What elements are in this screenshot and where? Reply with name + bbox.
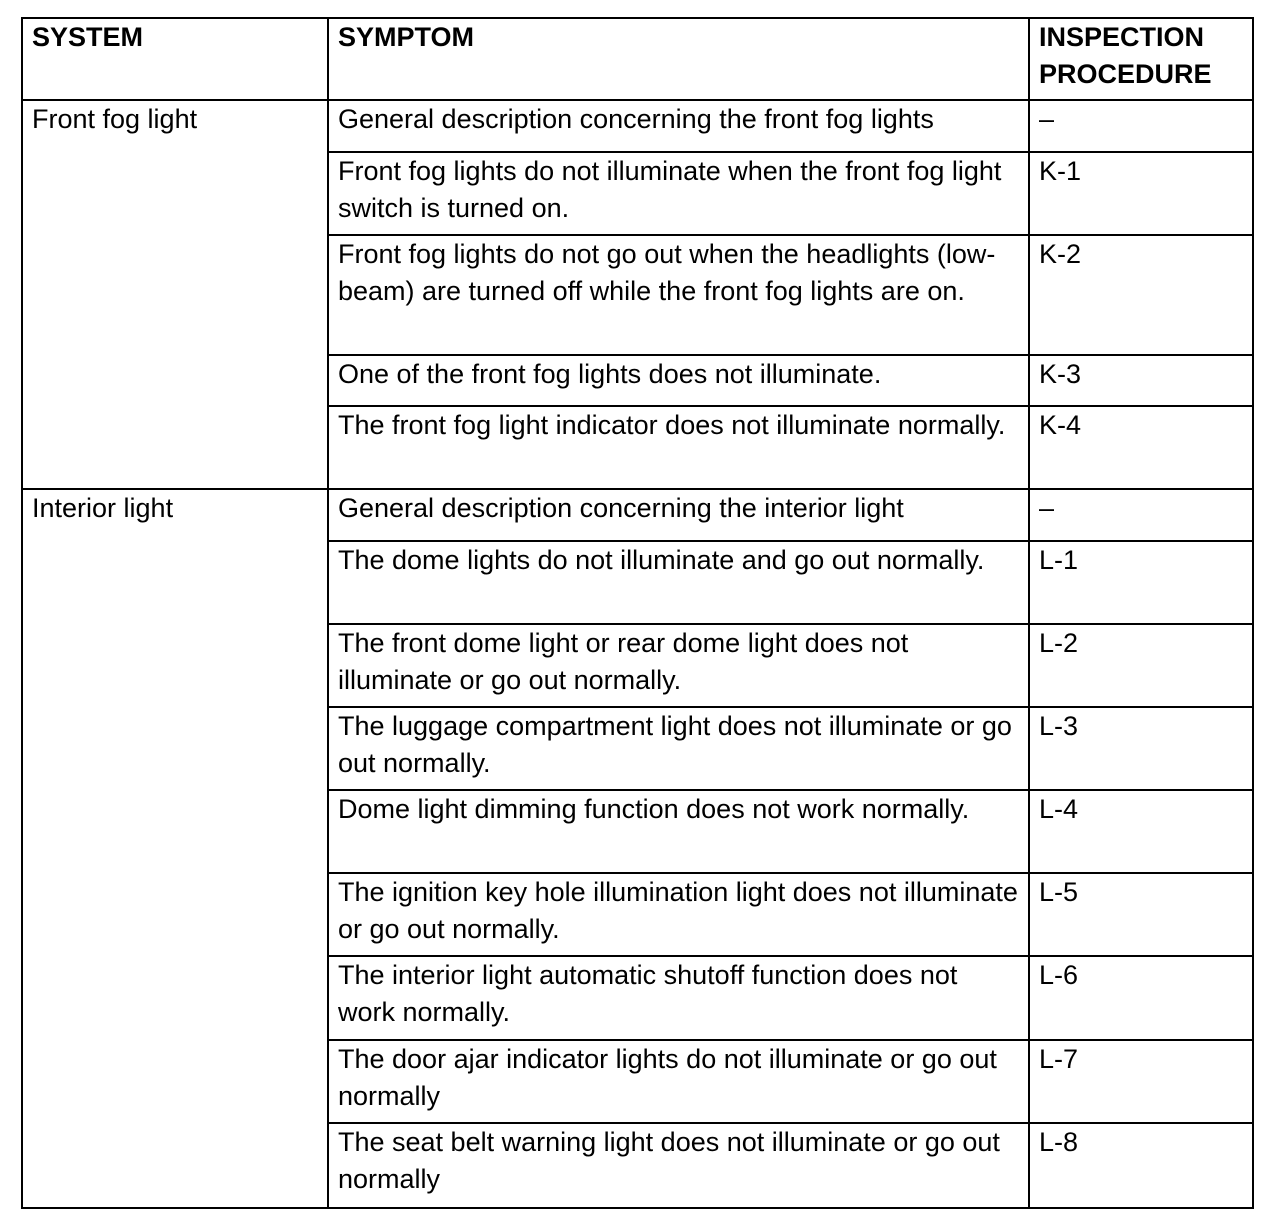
table-row: Front fog lights do not go out when the … xyxy=(22,234,1254,356)
procedure-cell: – xyxy=(1028,488,1254,542)
table-row: Front fog light General description conce… xyxy=(21,99,1254,490)
procedure-cell: L-1 xyxy=(1028,540,1254,625)
symptom-cell: General description concerning the front… xyxy=(327,99,1030,153)
symptom-cell: Dome light dimming function does not wor… xyxy=(327,789,1030,874)
procedure-cell: L-8 xyxy=(1028,1122,1254,1209)
table-row: One of the front fog lights does not ill… xyxy=(22,354,1254,407)
symptom-cell: Front fog lights do not illuminate when … xyxy=(327,151,1030,236)
system-cell: Interior light xyxy=(21,488,329,1209)
procedure-cell: L-3 xyxy=(1028,706,1254,791)
procedure-cell: K-2 xyxy=(1028,234,1254,356)
procedure-cell: – xyxy=(1028,99,1254,153)
table-row: The ignition key hole illumination light… xyxy=(22,872,1254,957)
symptom-cell: The front dome light or rear dome light … xyxy=(327,623,1030,708)
header-procedure: INSPECTION PROCEDURE xyxy=(1028,17,1254,101)
symptom-cell: The interior light automatic shutoff fun… xyxy=(327,955,1030,1041)
table-row: The front fog light indicator does not i… xyxy=(22,405,1254,490)
procedure-cell: K-1 xyxy=(1028,151,1254,236)
table-row: The interior light automatic shutoff fun… xyxy=(22,955,1254,1041)
procedure-cell: L-6 xyxy=(1028,955,1254,1041)
procedure-cell: K-4 xyxy=(1028,405,1254,490)
symptom-cell: Front fog lights do not go out when the … xyxy=(327,234,1030,356)
symptom-cell: The front fog light indicator does not i… xyxy=(327,405,1030,490)
symptom-cell: The luggage compartment light does not i… xyxy=(327,706,1030,791)
table-row: The door ajar indicator lights do not il… xyxy=(22,1039,1254,1124)
table-row: Front fog lights do not illuminate when … xyxy=(22,151,1254,236)
table-row: The dome lights do not illuminate and go… xyxy=(22,540,1254,625)
symptom-cell: The door ajar indicator lights do not il… xyxy=(327,1039,1030,1124)
table-row: Interior light General description concer… xyxy=(21,488,1254,1209)
table-row: The front dome light or rear dome light … xyxy=(22,623,1254,708)
procedure-cell: L-7 xyxy=(1028,1039,1254,1124)
symptom-cell: One of the front fog lights does not ill… xyxy=(327,354,1030,407)
table-row: The luggage compartment light does not i… xyxy=(22,706,1254,791)
header-row: SYSTEM SYMPTOM INSPECTION PROCEDURE xyxy=(21,17,1254,101)
procedure-cell: L-5 xyxy=(1028,872,1254,957)
symptom-cell: The dome lights do not illuminate and go… xyxy=(327,540,1030,625)
table-row: Dome light dimming function does not wor… xyxy=(22,789,1254,874)
procedure-cell: L-2 xyxy=(1028,623,1254,708)
inspection-table: SYSTEM SYMPTOM INSPECTION PROCEDURE Fron… xyxy=(21,17,1254,1209)
header-system: SYSTEM xyxy=(21,17,329,101)
system-cell: Front fog light xyxy=(21,99,329,490)
symptom-cell: General description concerning the inter… xyxy=(327,488,1030,542)
symptom-cell: The seat belt warning light does not ill… xyxy=(327,1122,1030,1209)
procedure-cell: K-3 xyxy=(1028,354,1254,407)
procedure-cell: L-4 xyxy=(1028,789,1254,874)
symptom-cell: The ignition key hole illumination light… xyxy=(327,872,1030,957)
header-symptom: SYMPTOM xyxy=(327,17,1030,101)
table-row: The seat belt warning light does not ill… xyxy=(22,1122,1254,1209)
